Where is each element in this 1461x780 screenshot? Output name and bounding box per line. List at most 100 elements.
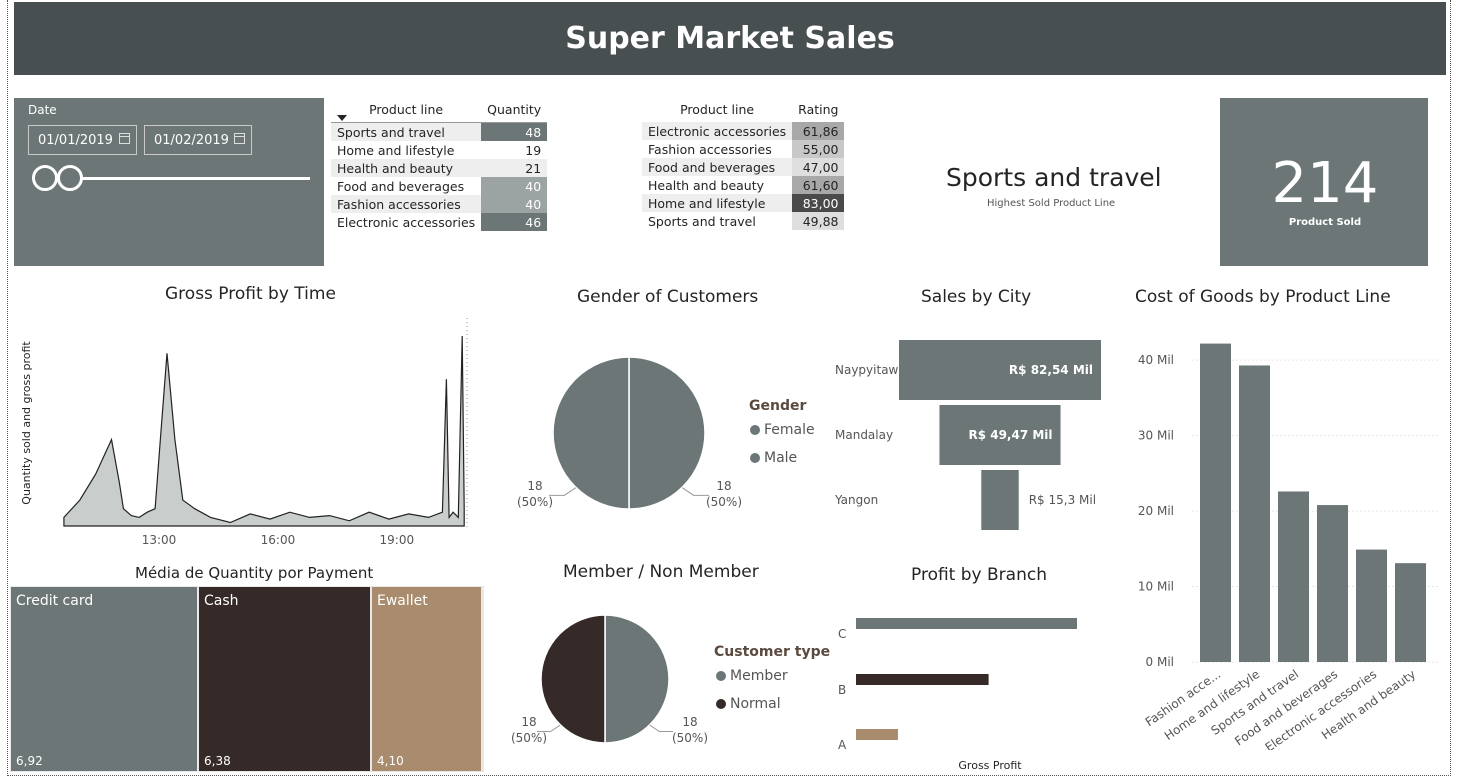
treemap-cell-ewallet[interactable]: Ewallet 4,10 <box>372 587 481 771</box>
date-start-input[interactable]: 01/01/2019 <box>28 125 137 155</box>
annotation-count: 18 <box>521 715 537 729</box>
category-label: C <box>838 627 846 641</box>
product-line-cell: Health and beauty <box>648 177 765 193</box>
bar-branch-b[interactable] <box>856 674 989 685</box>
table-row[interactable]: Home and lifestyle 19 <box>331 141 548 159</box>
leader-line <box>549 487 577 496</box>
table-row[interactable]: Home and lifestyle 83,00 <box>642 194 845 212</box>
y-tick-label: 30 Mil <box>1138 429 1174 443</box>
table-row[interactable]: Food and beverages 47,00 <box>642 158 845 176</box>
column-header-product-line[interactable]: Product line <box>369 101 444 117</box>
bar[interactable] <box>1356 549 1387 662</box>
legend-label: Female <box>764 422 815 438</box>
chart-title-gross-profit: Gross Profit by Time <box>165 284 336 304</box>
y-tick-label: 20 Mil <box>1138 504 1174 518</box>
value-cell: 40 <box>481 195 548 213</box>
bar[interactable] <box>1239 365 1270 662</box>
top-product-line-label: Highest Sold Product Line <box>987 198 1116 209</box>
table-row[interactable]: Health and beauty 61,60 <box>642 176 845 194</box>
product-line-cell: Food and beverages <box>648 159 776 175</box>
date-range-slider-track[interactable] <box>48 177 310 180</box>
product-line-cell: Electronic accessories <box>648 123 787 139</box>
product-line-cell: Home and lifestyle <box>337 142 455 158</box>
legend-marker <box>716 671 726 681</box>
chart-title-profit-by-branch: Profit by Branch <box>911 565 1047 585</box>
funnel-bar-mandalay[interactable] <box>939 405 1061 465</box>
chart-title-member: Member / Non Member <box>563 562 759 582</box>
pie-slice-member[interactable] <box>604 614 670 744</box>
treemap-cell-credit-card[interactable]: Credit card 6,92 <box>11 587 197 771</box>
table-row[interactable]: Fashion accessories 40 <box>331 195 548 213</box>
table-row[interactable]: Food and beverages 40 <box>331 177 548 195</box>
category-label: Naypyitaw <box>835 363 899 377</box>
table-row[interactable]: Sports and travel 49,88 <box>642 212 845 230</box>
date-end-input[interactable]: 01/02/2019 <box>144 125 252 155</box>
kpi-value: 214 <box>1271 151 1379 216</box>
x-tick-label: 16:00 <box>261 533 296 547</box>
payment-treemap: Credit card 6,92 Cash 6,38 Ewallet 4,10 <box>10 586 484 772</box>
table-row[interactable]: Health and beauty 21 <box>331 159 548 177</box>
pie-slice-male[interactable] <box>552 356 630 510</box>
legend-item-member[interactable]: Member <box>716 668 788 684</box>
product-line-cell: Fashion accessories <box>648 141 772 157</box>
value-cell: 61,86 <box>792 122 845 140</box>
treemap-value: 4,10 <box>377 754 404 768</box>
member-pie-chart[interactable] <box>500 600 740 760</box>
product-line-cell: Fashion accessories <box>337 196 461 212</box>
category-label: Yangon <box>834 493 878 507</box>
x-tick-label: 19:00 <box>380 533 415 547</box>
calendar-icon[interactable] <box>234 133 245 144</box>
gender-pie-chart[interactable] <box>500 340 760 530</box>
y-tick-label: 0 Mil <box>1146 655 1174 669</box>
date-start-value: 01/01/2019 <box>38 132 113 148</box>
annotation-count: 18 <box>527 479 543 493</box>
bar-branch-c[interactable] <box>856 618 1077 629</box>
bar[interactable] <box>1395 563 1426 662</box>
column-header-quantity[interactable]: Quantity <box>487 101 542 117</box>
funnel-bar-yangon[interactable] <box>981 470 1019 530</box>
date-slider-end-handle[interactable] <box>57 165 83 191</box>
legend-item-normal[interactable]: Normal <box>716 696 781 712</box>
product-line-cell: Sports and travel <box>337 124 445 140</box>
legend-marker <box>750 425 760 435</box>
table-row[interactable]: Electronic accessories 46 <box>331 213 548 231</box>
member-annotation-right: 18 (50%) <box>670 714 710 746</box>
profit-by-branch-bar-chart[interactable]: C B A Gross Profit <box>830 600 1090 775</box>
product-line-cell: Food and beverages <box>337 178 465 194</box>
table-row[interactable]: Fashion accessories 55,00 <box>642 140 845 158</box>
treemap-value: 6,92 <box>16 754 43 768</box>
funnel-bar-naypyitaw[interactable] <box>899 340 1101 400</box>
category-label: Mandalay <box>835 428 893 442</box>
legend-item-female[interactable]: Female <box>750 422 815 438</box>
date-end-value: 01/02/2019 <box>154 132 229 148</box>
bar[interactable] <box>1200 343 1231 662</box>
gross-profit-area-chart[interactable]: Quantity sold and gross profit 13:00 16:0… <box>14 318 474 554</box>
pie-slice-female[interactable] <box>628 356 706 510</box>
legend-label: Male <box>764 450 798 466</box>
report-title: Super Market Sales <box>14 2 1446 75</box>
table-row[interactable]: Electronic accessories 61,86 <box>642 122 845 140</box>
table-row[interactable]: Sports and travel 48 <box>331 122 548 141</box>
column-header-product-line[interactable]: Product line <box>680 101 755 117</box>
treemap-cell-cash[interactable]: Cash 6,38 <box>199 587 370 771</box>
calendar-icon[interactable] <box>119 133 130 144</box>
sort-descending-icon[interactable] <box>337 115 347 121</box>
column-header-rating[interactable]: Rating <box>798 101 839 117</box>
member-annotation-left: 18 (50%) <box>509 714 549 746</box>
value-cell: 83,00 <box>792 194 845 212</box>
bar[interactable] <box>1278 491 1309 662</box>
gender-annotation-right: 18 (50%) <box>704 478 744 510</box>
annotation-percent: (50%) <box>671 731 709 745</box>
sales-by-city-funnel[interactable]: Naypyitaw R$ 82,54 Mil Mandalay R$ 49,47 Mi… <box>830 335 1130 535</box>
chart-title-gender: Gender of Customers <box>577 287 759 307</box>
product-line-cell: Home and lifestyle <box>648 195 766 211</box>
legend-item-male[interactable]: Male <box>750 450 797 466</box>
bar[interactable] <box>1317 505 1348 662</box>
bar-branch-a[interactable] <box>856 729 898 740</box>
report-canvas <box>7 0 1451 776</box>
date-slider-start-handle[interactable] <box>32 165 58 191</box>
area-series[interactable] <box>63 335 465 527</box>
date-slicer-label: Date <box>28 103 57 117</box>
pie-slice-normal[interactable] <box>540 614 606 744</box>
